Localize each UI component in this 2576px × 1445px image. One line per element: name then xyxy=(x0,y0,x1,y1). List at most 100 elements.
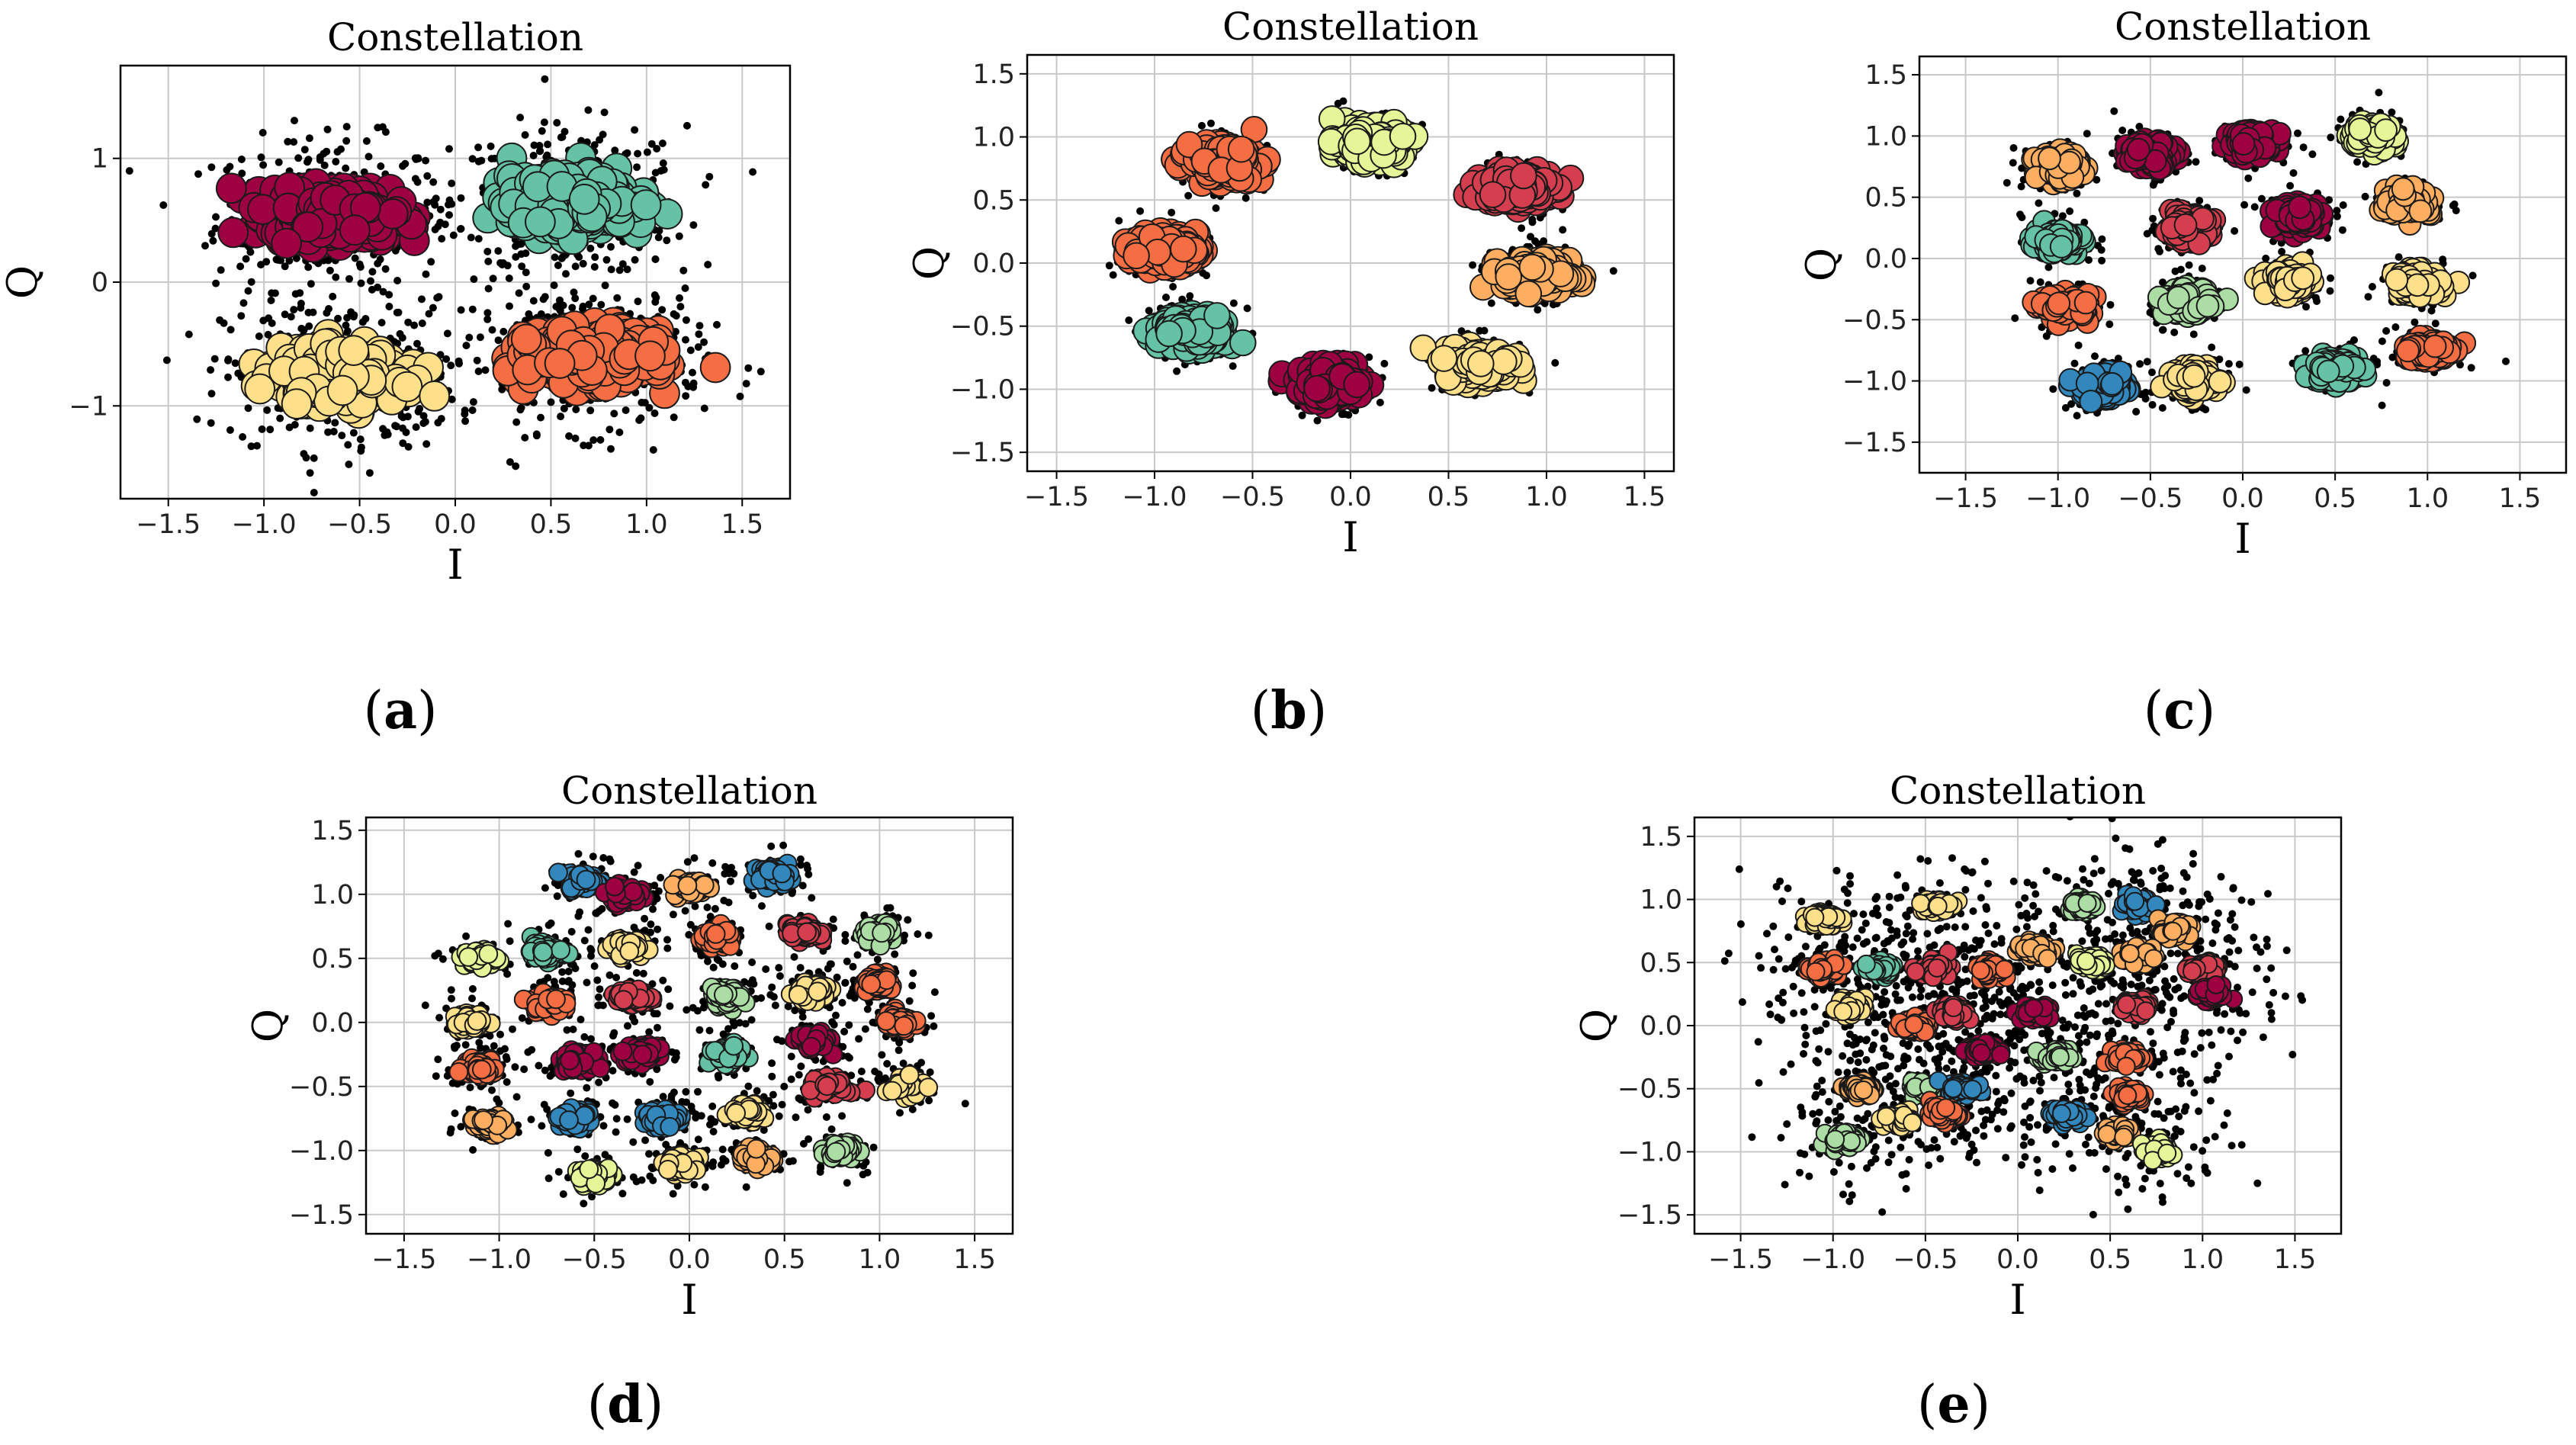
noise-point xyxy=(643,148,651,156)
noise-point xyxy=(1469,261,1477,269)
noise-point xyxy=(537,310,545,318)
noise-point xyxy=(589,436,598,445)
noise-point xyxy=(560,404,568,413)
noise-point xyxy=(209,236,217,245)
noise-point xyxy=(660,165,668,174)
noise-point xyxy=(1115,217,1123,225)
noise-point xyxy=(443,329,451,338)
noise-point xyxy=(438,235,446,243)
cluster-2 xyxy=(238,319,451,429)
noise-point xyxy=(448,395,456,403)
y-tick-label: 0 xyxy=(92,268,108,298)
noise-point xyxy=(517,403,525,412)
noise-point xyxy=(651,169,660,177)
noise-point xyxy=(422,440,431,448)
noise-point xyxy=(1527,233,1534,241)
noise-point xyxy=(342,136,351,145)
noise-point xyxy=(159,201,168,209)
noise-point xyxy=(610,409,618,418)
noise-point xyxy=(398,334,406,342)
cluster-point xyxy=(699,352,731,384)
noise-point xyxy=(211,224,220,233)
noise-point xyxy=(649,446,657,454)
noise-point xyxy=(559,301,567,310)
noise-point xyxy=(470,275,478,284)
noise-point xyxy=(300,326,308,334)
noise-point xyxy=(344,441,352,449)
noise-point xyxy=(434,223,442,230)
noise-point xyxy=(499,259,507,267)
noise-point xyxy=(125,167,133,175)
noise-point xyxy=(1229,362,1237,371)
noise-point xyxy=(296,289,304,297)
noise-point xyxy=(331,419,339,427)
noise-point xyxy=(217,266,225,275)
noise-point xyxy=(246,248,255,256)
noise-point xyxy=(306,469,314,477)
noise-point xyxy=(445,210,453,219)
noise-point xyxy=(465,333,474,342)
noise-point xyxy=(1125,316,1133,324)
noise-point xyxy=(413,339,421,348)
noise-point xyxy=(681,284,689,292)
noise-point xyxy=(634,297,642,306)
noise-point xyxy=(749,168,757,176)
noise-point xyxy=(418,320,426,327)
noise-point xyxy=(499,327,508,336)
noise-point xyxy=(686,346,695,355)
noise-point xyxy=(474,235,483,243)
noise-point xyxy=(515,289,523,297)
noise-point xyxy=(423,198,432,207)
noise-point xyxy=(682,316,690,324)
cluster-point xyxy=(525,206,556,238)
chart-title: Constellation xyxy=(327,15,583,59)
noise-point xyxy=(487,155,496,163)
noise-point xyxy=(756,368,765,376)
noise-point xyxy=(622,406,630,414)
noise-point xyxy=(468,305,477,313)
noise-point xyxy=(410,321,419,329)
noise-point xyxy=(484,284,493,293)
noise-point xyxy=(483,315,492,323)
cluster-point xyxy=(244,373,276,405)
cluster-point xyxy=(377,198,409,230)
noise-point xyxy=(418,295,426,303)
noise-point xyxy=(244,287,252,295)
noise-point xyxy=(350,311,358,320)
noise-point xyxy=(689,368,696,377)
cluster-point xyxy=(217,217,249,249)
noise-point xyxy=(599,130,607,139)
noise-point xyxy=(376,255,384,264)
noise-point xyxy=(294,154,303,162)
noise-point xyxy=(1528,218,1537,226)
noise-point xyxy=(651,255,660,263)
noise-point xyxy=(1559,226,1567,234)
cluster-point xyxy=(215,172,247,204)
noise-point xyxy=(275,158,283,166)
cluster-point xyxy=(281,388,313,419)
noise-point xyxy=(332,158,340,165)
noise-point xyxy=(584,106,593,114)
noise-point xyxy=(651,298,660,306)
noise-point xyxy=(242,255,250,263)
noise-point xyxy=(483,309,492,317)
noise-point xyxy=(259,129,267,136)
cluster-point xyxy=(544,348,576,379)
noise-point xyxy=(468,406,477,414)
noise-point xyxy=(467,233,475,242)
noise-point xyxy=(212,213,220,221)
noise-point xyxy=(541,75,549,83)
noise-point xyxy=(257,153,265,162)
noise-point xyxy=(385,291,393,299)
noise-point xyxy=(320,149,328,158)
noise-point xyxy=(381,128,390,136)
noise-point xyxy=(441,220,449,229)
x-tick-label: −0.5 xyxy=(327,509,392,540)
noise-point xyxy=(498,385,506,393)
noise-point xyxy=(332,273,340,281)
noise-point xyxy=(676,294,683,302)
noise-point xyxy=(237,156,246,163)
noise-point xyxy=(658,140,666,147)
noise-point xyxy=(239,433,247,441)
